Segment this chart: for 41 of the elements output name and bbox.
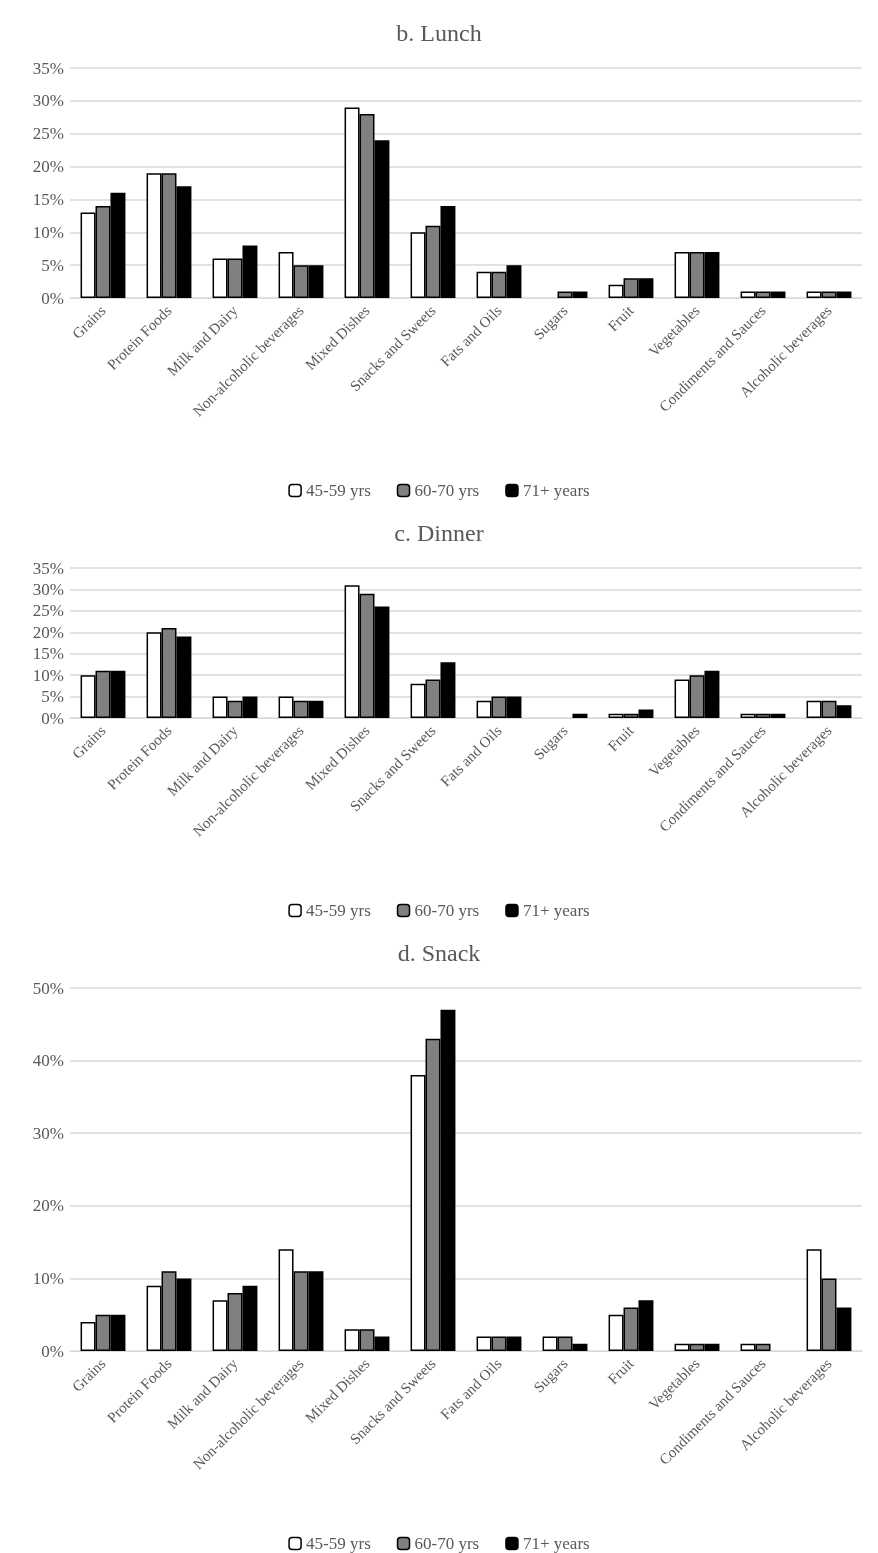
y-tick-label: 15% [32,189,64,209]
legend-label: 60-70 yrs [414,901,480,920]
y-tick-label: 0% [41,288,64,308]
chart-title: c. Dinner [394,520,484,546]
y-tick-label: 0% [41,1341,64,1361]
y-tick-label: 10% [32,1268,64,1288]
y-tick-label: 30% [32,1123,64,1143]
chart-title: d. Snack [397,940,481,966]
y-tick-label: 35% [32,558,64,578]
legend-label: 45-59 yrs [306,1534,371,1553]
legend-label: 71+ years [522,1534,590,1553]
y-tick-label: 5% [41,687,64,707]
y-tick-label: 15% [32,644,64,664]
y-tick-label: 30% [32,579,64,599]
legend-label: 60-70 yrs [414,1534,480,1553]
y-tick-label: 30% [32,91,64,111]
y-tick-label: 25% [32,124,64,144]
x-tick-label: Fruit [604,301,638,335]
x-tick-label: Fats and Oils [437,302,505,370]
y-tick-label: 20% [32,157,64,177]
legend-label: 71+ years [522,901,590,920]
x-tick-label: Fruit [604,721,638,755]
y-tick-label: 10% [32,222,64,242]
chart-title: b. Lunch [396,20,482,46]
legend-label: 45-59 yrs [306,481,371,500]
y-tick-label: 10% [32,665,64,685]
y-tick-label: 20% [32,1196,64,1216]
y-tick-label: 5% [41,255,64,275]
x-tick-label: Fruit [604,1354,638,1388]
y-tick-label: 0% [41,708,64,728]
y-tick-label: 50% [32,978,64,998]
y-tick-label: 25% [32,601,64,621]
legend-label: 45-59 yrs [306,901,371,920]
legend-label: 71+ years [522,481,590,500]
x-tick-label: Fats and Oils [437,1355,505,1423]
bar [572,713,588,718]
x-tick-label: Fats and Oils [437,722,505,790]
y-tick-label: 20% [32,622,64,642]
y-tick-label: 35% [32,58,64,78]
y-tick-label: 40% [32,1051,64,1071]
legend-label: 60-70 yrs [414,481,480,500]
